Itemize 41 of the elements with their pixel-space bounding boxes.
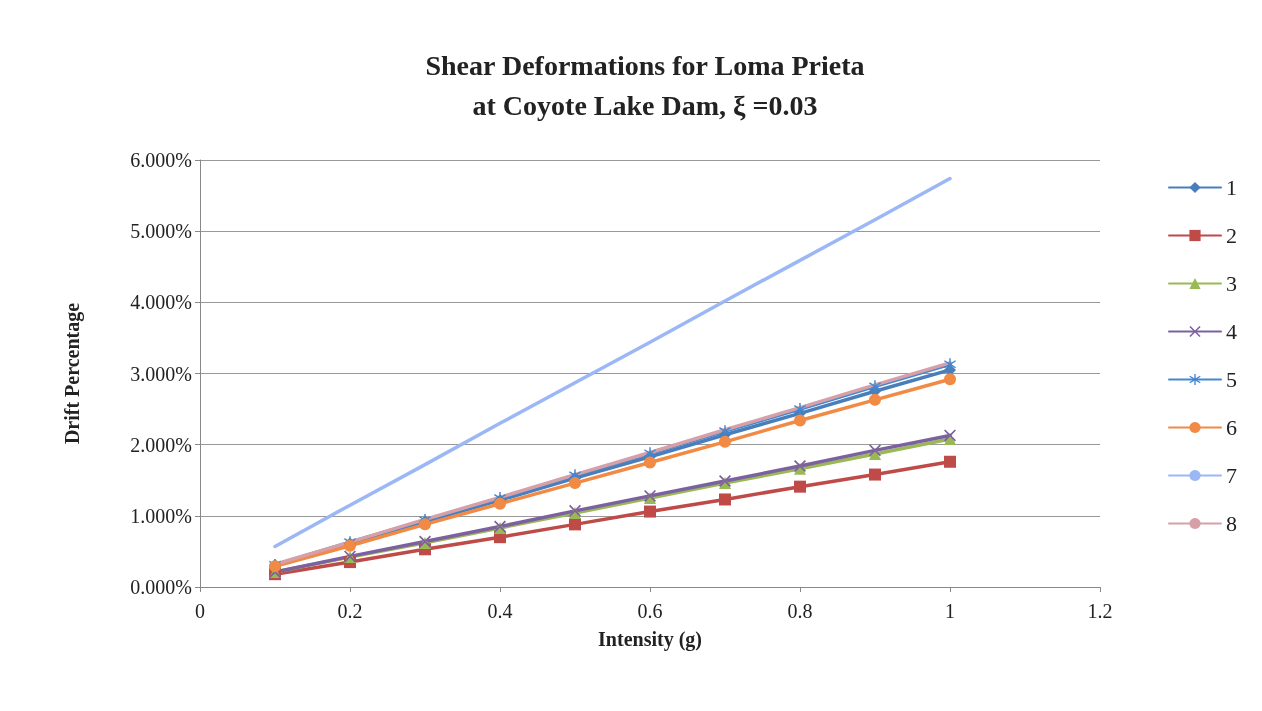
y-tick-label: 3.000% xyxy=(130,362,192,385)
y-tick-label: 2.000% xyxy=(130,433,192,456)
point xyxy=(794,403,806,416)
y-axis-title: Drift Percentage xyxy=(61,302,84,445)
y-tick-label: 4.000% xyxy=(130,291,192,314)
point xyxy=(644,456,656,469)
point xyxy=(869,393,881,406)
x-tick-label: 0.4 xyxy=(487,600,513,622)
y-tick-label: 0.000% xyxy=(130,576,192,598)
x-tick-label: 0.6 xyxy=(637,600,663,622)
point xyxy=(719,435,731,448)
legend-label: 1 xyxy=(1226,175,1237,200)
chart-title: Shear Deformations for Loma Prieta at Coyote Lake Dam, ξ =0.03 xyxy=(425,49,865,121)
legend-label: 8 xyxy=(1226,511,1237,536)
legend-label: 6 xyxy=(1226,415,1237,440)
x-tick-label: 0.2 xyxy=(337,600,363,622)
point xyxy=(944,373,956,386)
point xyxy=(869,468,881,481)
point xyxy=(944,358,956,371)
legend-label: 5 xyxy=(1226,367,1237,392)
point xyxy=(644,505,656,518)
point xyxy=(944,455,956,468)
point xyxy=(719,493,731,506)
x-tick-label: 1.2 xyxy=(1087,600,1113,622)
x-axis-title: Intensity (g) xyxy=(598,628,702,651)
y-tick-label: 5.000% xyxy=(130,220,192,243)
x-tick-label: 0 xyxy=(195,600,205,622)
y-tick-label: 6.000% xyxy=(130,149,192,171)
x-tick-label: 1 xyxy=(945,600,955,622)
y-tick-label: 1.000% xyxy=(130,504,192,527)
legend-label: 2 xyxy=(1226,223,1237,248)
point xyxy=(569,477,581,490)
legend-label: 7 xyxy=(1226,463,1237,488)
line-series xyxy=(273,176,952,549)
legend-label: 4 xyxy=(1226,319,1237,344)
point xyxy=(794,480,806,493)
x-tick-label: 0.8 xyxy=(787,600,813,622)
point xyxy=(869,380,881,393)
point xyxy=(569,518,581,531)
legend-label: 3 xyxy=(1226,271,1237,296)
point xyxy=(794,414,806,427)
